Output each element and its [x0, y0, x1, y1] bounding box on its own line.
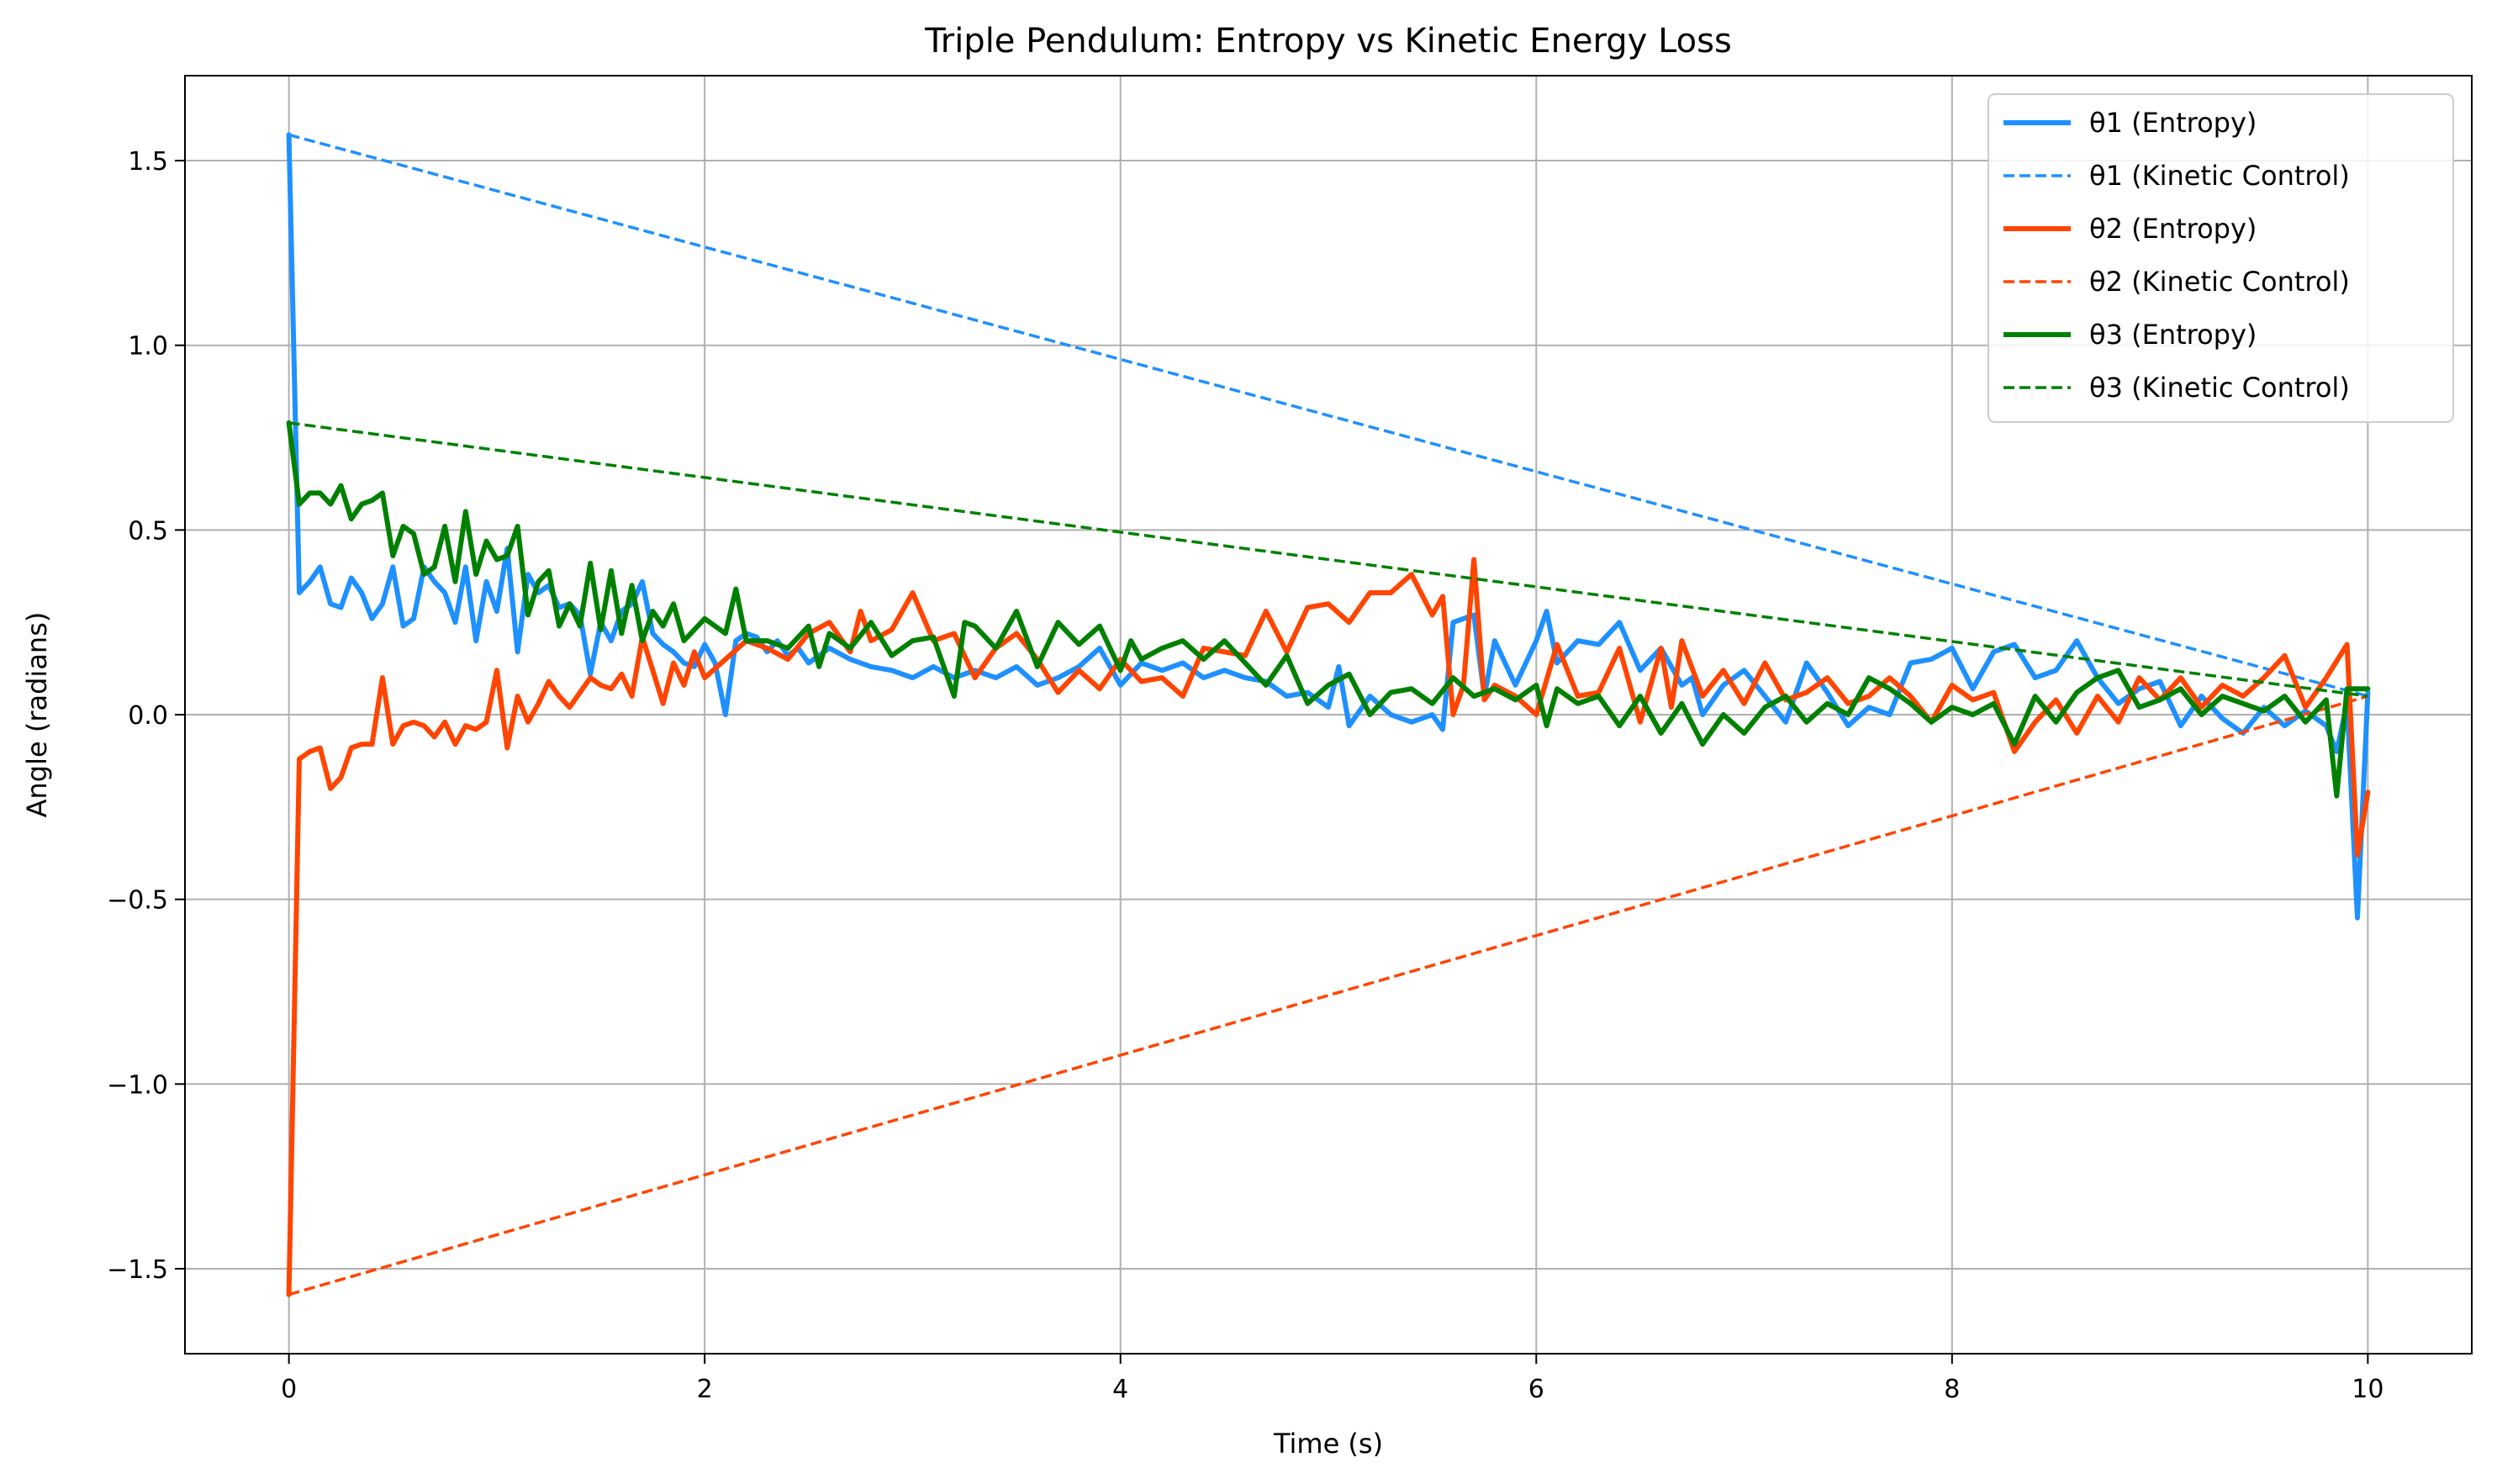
y-tick-label: 1.0	[128, 332, 168, 362]
legend-label-6: θ3 (Kinetic Control)	[2089, 372, 2350, 404]
tick-layer: 0 2 4 6 8 10 −1.5 −1.0 −0.5 0.0 0.5 1.0 1.5	[107, 147, 2384, 1404]
x-tick-label: 8	[1944, 1375, 1960, 1404]
x-tick-label: 4	[1112, 1375, 1128, 1404]
series-line-3	[286, 557, 2371, 1297]
legend-label-1: θ1 (Entropy)	[2089, 107, 2257, 139]
y-tick-label: −0.5	[107, 886, 168, 916]
series-layer	[286, 132, 2371, 1297]
series-line-5	[286, 420, 2371, 799]
legend: θ1 (Entropy) θ1 (Kinetic Control) θ2 (Entr…	[1988, 93, 2454, 423]
series-line-6	[288, 421, 2368, 698]
grid-layer	[185, 76, 2472, 1354]
x-tick-label: 10	[2352, 1375, 2384, 1404]
y-tick-label: 0.0	[128, 701, 168, 731]
legend-box	[1988, 93, 2454, 423]
series-line-2	[288, 133, 2368, 698]
series-line-4	[288, 694, 2368, 1297]
x-tick-label: 0	[281, 1375, 297, 1404]
x-tick-label: 2	[697, 1375, 713, 1404]
x-tick-label: 6	[1528, 1375, 1544, 1404]
series-line-1	[286, 132, 2371, 921]
legend-label-3: θ2 (Entropy)	[2089, 213, 2257, 245]
x-axis-label: Time (s)	[1273, 1428, 1383, 1460]
y-tick-label: −1.0	[107, 1070, 168, 1100]
y-tick-label: 1.5	[128, 147, 168, 177]
legend-label-5: θ3 (Entropy)	[2089, 319, 2257, 351]
legend-label-4: θ2 (Kinetic Control)	[2089, 266, 2350, 298]
legend-label-2: θ1 (Kinetic Control)	[2089, 160, 2350, 192]
y-tick-label: 0.5	[128, 516, 168, 546]
y-axis-label: Angle (radians)	[21, 612, 53, 818]
chart-title: Triple Pendulum: Entropy vs Kinetic Ener…	[924, 22, 1732, 61]
y-tick-label: −1.5	[107, 1255, 168, 1285]
